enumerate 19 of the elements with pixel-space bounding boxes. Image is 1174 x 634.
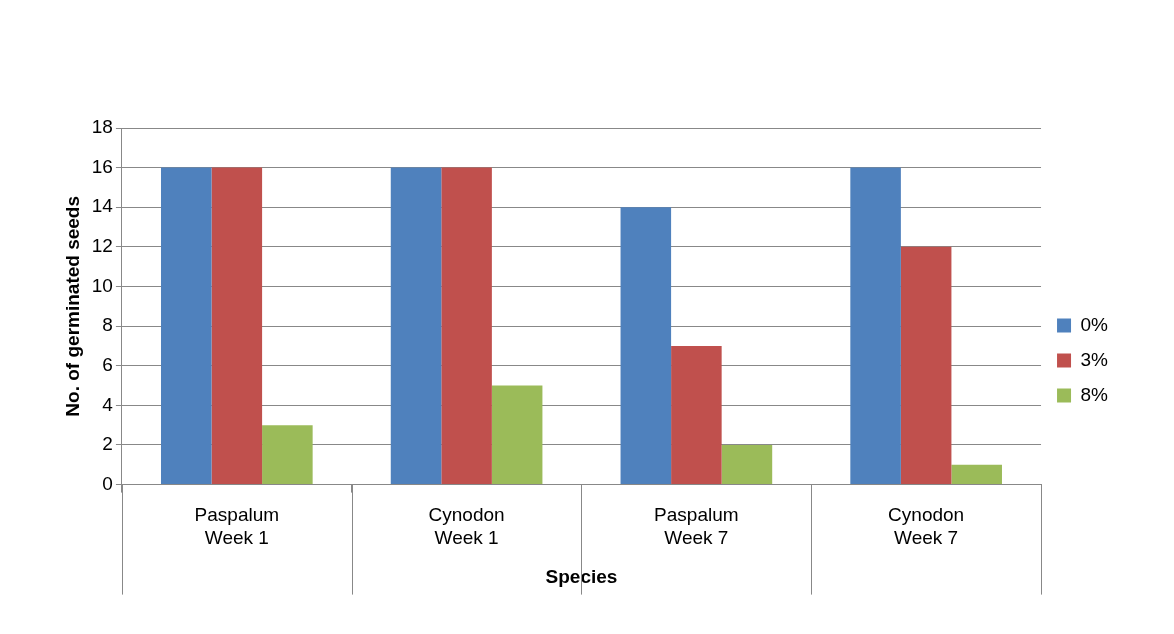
y-tick-label: 18 bbox=[91, 116, 113, 138]
legend-label: 8% bbox=[1080, 383, 1109, 405]
legend-label: 3% bbox=[1080, 348, 1109, 370]
y-tick-label: 16 bbox=[91, 155, 113, 177]
x-tick-label: Cynodon Week 1 bbox=[428, 504, 505, 549]
y-tick-label: 12 bbox=[91, 235, 113, 257]
y-tick-label: 8 bbox=[102, 314, 113, 336]
x-tick-label: Cynodon Week 7 bbox=[888, 504, 965, 549]
y-tick-label: 14 bbox=[91, 195, 114, 217]
x-tick-label: Paspalum Week 7 bbox=[654, 504, 739, 549]
y-axis-title: No. of germinated seeds bbox=[61, 195, 83, 417]
x-axis-title: Species bbox=[545, 565, 618, 587]
y-tick-label: 2 bbox=[102, 433, 113, 455]
y-tick-label: 0 bbox=[102, 472, 113, 494]
x-tick-label: Paspalum Week 1 bbox=[194, 504, 280, 549]
y-tick-label: 6 bbox=[102, 353, 113, 375]
y-tick-label: 10 bbox=[91, 274, 113, 296]
y-tick-label: 4 bbox=[102, 393, 114, 415]
legend-label: 0% bbox=[1080, 313, 1109, 335]
